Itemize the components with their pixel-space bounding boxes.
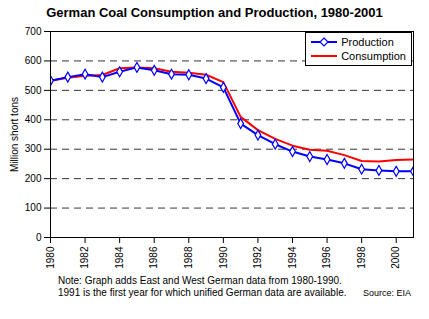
svg-text:700: 700	[25, 26, 42, 37]
html-text:1991 is the first year for whi: 1991 is the first year for which unified…	[58, 287, 347, 298]
svg-text:200: 200	[25, 173, 42, 184]
svg-text:400: 400	[25, 114, 42, 125]
svg-text:100: 100	[25, 202, 42, 213]
svg-text:1998: 1998	[356, 246, 367, 269]
html-text:German Coal Consumption and Pr: German Coal Consumption and Production, …	[46, 5, 383, 20]
svg-text:500: 500	[25, 85, 42, 96]
html-text:Production: Production	[341, 36, 394, 48]
svg-text:600: 600	[25, 55, 42, 66]
svg-text:1984: 1984	[114, 246, 125, 269]
svg-text:1986: 1986	[148, 246, 159, 269]
html-text:Note: Graph adds East and West: Note: Graph adds East and West German da…	[58, 275, 342, 286]
svg-text:0: 0	[36, 232, 42, 243]
svg-text:1988: 1988	[183, 246, 194, 269]
svg-text:Million short tons: Million short tons	[9, 97, 20, 172]
svg-text:300: 300	[25, 143, 42, 154]
svg-text:2000: 2000	[390, 246, 401, 269]
html-text:Consumption: Consumption	[341, 50, 406, 62]
svg-text:1982: 1982	[79, 246, 90, 269]
svg-text:1994: 1994	[287, 246, 298, 269]
svg-text:1992: 1992	[252, 246, 263, 269]
html-text:Source: EIA: Source: EIA	[363, 288, 411, 298]
svg-text:1980: 1980	[45, 246, 56, 269]
svg-text:1990: 1990	[218, 246, 229, 269]
svg-text:1996: 1996	[321, 246, 332, 269]
